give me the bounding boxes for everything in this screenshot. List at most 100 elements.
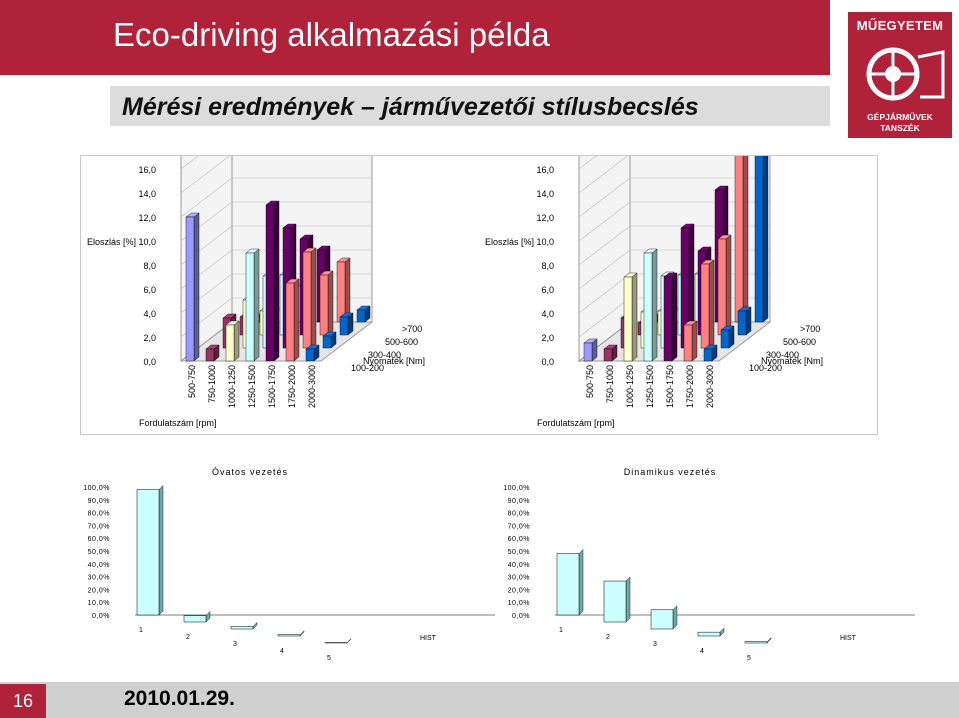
y-tick-label: 70,0% [88, 523, 110, 530]
y-tick-label: 20,0% [508, 587, 530, 594]
bar [245, 252, 255, 362]
y-axis-label: Eloszlás [%] [485, 237, 534, 247]
y-tick-label: 4,0 [541, 309, 554, 319]
y-tick-label: 8,0 [143, 261, 156, 271]
x-tick-label: 3 [653, 641, 657, 648]
bar [717, 238, 727, 336]
x-tick-label: 1000-1250 [227, 365, 237, 408]
bar-side [631, 272, 638, 362]
bar [277, 634, 301, 637]
y-tick-label: 0,0% [92, 613, 110, 620]
bar [720, 329, 730, 349]
bar-side [344, 257, 351, 323]
bar [356, 309, 366, 323]
depth-axis-label: Nyomaték [Nm] [761, 356, 823, 366]
bar-side [766, 637, 772, 644]
chart-dinamikus-hist: Dinamikus vezetés 100,0% 90,0% 80,0% 70,0% 60… [503, 467, 915, 662]
bar [185, 216, 195, 362]
x-tick-label: 1500-1750 [665, 365, 675, 408]
y-tick-label: 20,0% [88, 587, 110, 594]
y-tick-label: 80,0% [88, 511, 110, 518]
bar-side [745, 306, 752, 336]
depth-tick-label: 500-600 [783, 337, 816, 347]
bar [183, 615, 207, 623]
bar [697, 631, 721, 637]
x-tick-label: 4 [280, 648, 284, 655]
histogram-panel: Óvatos vezetés 100,0% 90,0% 80,0% 70,0% 60,0%… [80, 465, 959, 665]
y-tick-label: 10,0% [88, 600, 110, 607]
depth-axis-label: Nyomaték [Nm] [363, 356, 425, 366]
y-tick-label: 100,0% [503, 485, 530, 492]
x-tick-label: 1500-1750 [267, 365, 277, 408]
wheel-icon [866, 47, 945, 101]
y-tick-label: 100,0% [83, 485, 110, 492]
x-extra-label: HIST [420, 635, 437, 642]
chart-ovatos-hist: Óvatos vezetés 100,0% 90,0% 80,0% 70,0% 60,0%… [83, 467, 495, 662]
x-tick-label: 500-750 [187, 365, 197, 398]
bar [305, 348, 315, 362]
y-tick-label: 10,0% [508, 600, 530, 607]
bar-side [252, 621, 258, 630]
bar [136, 489, 160, 616]
x-tick-label: 1250-1500 [247, 365, 257, 408]
bar-side [293, 278, 300, 362]
x-axis-label: Fordulatszám [rpm] [537, 418, 615, 428]
y-tick-label: 0,0% [512, 613, 530, 620]
gridline [180, 177, 372, 218]
y-tick-label: 60,0% [88, 536, 110, 543]
logo-line1: GÉPJÁRMŰVEK [867, 112, 933, 122]
y-tick-label: 12,0 [138, 213, 156, 223]
y-tick-label: 2,0 [541, 333, 554, 343]
bar [703, 348, 713, 362]
x-tick-label: 1000-1250 [625, 365, 635, 408]
y-tick-label: 10,0 [536, 237, 554, 247]
y-tick-label: 30,0% [508, 575, 530, 582]
bar [737, 310, 747, 336]
bar [683, 324, 693, 362]
bar-side [327, 270, 334, 336]
chart-title: Óvatos vezetés [212, 467, 288, 477]
bar-side [651, 248, 658, 362]
depth-tick-label: 300-400 [368, 350, 401, 360]
chart-durva-3d: Durva vezetés20,018,016,014,012,010,08,0… [485, 156, 823, 428]
bar-side [578, 549, 584, 616]
bar [285, 282, 295, 362]
y-tick-label: 8,0 [541, 261, 554, 271]
bar-side [691, 320, 698, 362]
bar-side [233, 320, 240, 362]
y-tick-label: 30,0% [88, 575, 110, 582]
y-tick-label: 16,0 [138, 165, 156, 175]
bar-side [158, 485, 164, 616]
y-tick-label: 12,0 [536, 213, 554, 223]
y-tick-label: 14,0 [536, 189, 554, 199]
bar [603, 348, 613, 362]
subtitle-bar [110, 86, 830, 126]
bar [734, 156, 744, 323]
x-tick-label: 750-1000 [207, 365, 217, 403]
y-tick-label: 4,0 [143, 309, 156, 319]
bar [650, 609, 674, 630]
bar-side [725, 234, 732, 336]
depth-tick-label: >700 [800, 324, 820, 334]
x-tick-label: 1750-2000 [685, 365, 695, 408]
bar [336, 261, 346, 323]
bar [302, 251, 312, 349]
charts-3d-panel: Óvatos vezetés20,018,016,014,012,010,08,… [80, 155, 878, 435]
gridline [180, 156, 230, 194]
x-tick-label: 4 [700, 648, 704, 655]
slide-number: 16 [0, 684, 46, 718]
x-tick-label: 2000-3000 [705, 365, 715, 408]
page-title: Eco-driving alkalmazási példa [113, 16, 550, 53]
bar [205, 348, 215, 362]
y-tick-label: 90,0% [88, 498, 110, 505]
x-tick-label: 5 [747, 655, 751, 662]
gridline [578, 156, 628, 194]
bar [663, 276, 673, 362]
footer-bar [0, 682, 959, 718]
x-tick-label: 1 [139, 627, 143, 634]
page-subtitle: Mérési eredmények – járművezetői stílusb… [122, 93, 699, 121]
bar-side [205, 611, 211, 623]
bar [583, 342, 593, 362]
x-tick-label: 750-1000 [605, 365, 615, 403]
x-tick-label: 1750-2000 [287, 365, 297, 408]
